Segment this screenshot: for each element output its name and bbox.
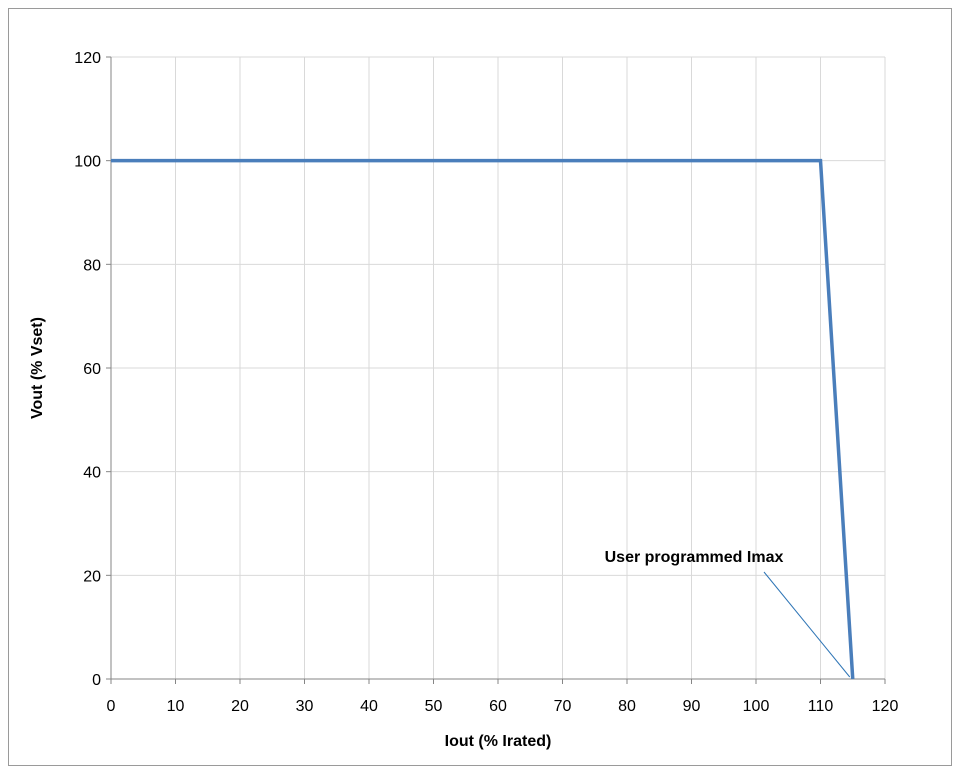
y-tick-label: 40 — [83, 465, 101, 482]
y-tick-label: 120 — [74, 50, 101, 67]
grid — [111, 56, 886, 679]
series-line — [111, 158, 855, 680]
x-tick-label: 120 — [872, 698, 899, 715]
x-tick-label: 20 — [231, 698, 249, 715]
x-tick-label: 50 — [425, 698, 443, 715]
x-tick-label: 80 — [618, 698, 636, 715]
x-tick-label: 110 — [808, 698, 834, 715]
x-tick-labels: 0 10 20 30 40 50 60 70 80 90 100 110 120 — [107, 698, 899, 715]
chart-frame — [8, 8, 952, 766]
x-tick-label: 60 — [489, 698, 507, 715]
annotation-leader-line — [763, 571, 851, 678]
x-tick-label: 70 — [554, 698, 572, 715]
y-tick-label: 0 — [92, 672, 101, 689]
axes — [106, 56, 886, 684]
y-tick-label: 60 — [83, 361, 101, 378]
y-tick-label: 20 — [83, 568, 101, 585]
x-tick-label: 100 — [743, 698, 770, 715]
y-tick-label: 80 — [83, 257, 101, 274]
annotation-label: User programmed Imax — [605, 549, 784, 566]
annotation-group: User programmed Imax — [605, 549, 851, 678]
y-axis-title: Vout (% Vset) — [29, 317, 46, 419]
series-group — [111, 158, 855, 680]
x-tick-label: 40 — [360, 698, 378, 715]
y-tick-label: 100 — [74, 154, 101, 171]
x-tick-label: 10 — [167, 698, 185, 715]
y-tick-labels: 0 20 40 60 80 100 120 — [74, 50, 101, 689]
x-axis-title: Iout (% Irated) — [445, 733, 552, 750]
x-tick-label: 30 — [296, 698, 314, 715]
x-tick-label: 0 — [107, 698, 116, 715]
x-tick-label: 90 — [683, 698, 701, 715]
